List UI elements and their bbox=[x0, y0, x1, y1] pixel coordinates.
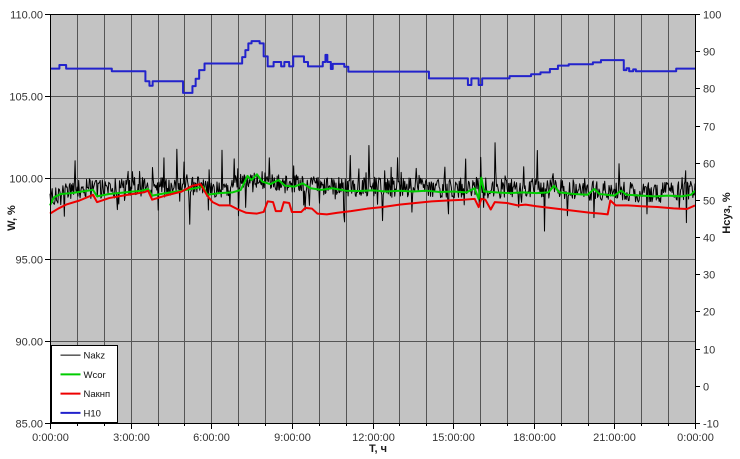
x-tick-label: 12:00:00 bbox=[352, 432, 395, 444]
legend-label-nakz: Nakz bbox=[84, 351, 106, 362]
x-axis-title: T, ч bbox=[369, 443, 387, 455]
y-right-tick-label: 50 bbox=[703, 196, 715, 208]
y-right-tick-label: 80 bbox=[703, 84, 715, 96]
x-tick-label: 0:00:00 bbox=[32, 432, 69, 444]
series-line-h10 bbox=[50, 40, 695, 94]
y-axis-right-title: Нсуз, % bbox=[721, 192, 733, 234]
legend-item-h10: H10 bbox=[60, 408, 101, 419]
y-axis-left-title: W, % bbox=[6, 205, 18, 231]
y-right-tick-label: 60 bbox=[703, 159, 715, 171]
axis-layer: 110.00105.00100.0095.0090.0085.001009080… bbox=[9, 10, 721, 445]
series-line-nakz bbox=[49, 142, 696, 232]
x-tick-label: 6:00:00 bbox=[193, 432, 230, 444]
y-left-tick-label: 110.00 bbox=[10, 10, 43, 22]
legend: Nakz Wcor Nакнп H10 bbox=[51, 345, 118, 423]
y-right-tick-label: 10 bbox=[703, 345, 715, 357]
series-line-naknp bbox=[49, 183, 696, 216]
y-right-tick-label: 20 bbox=[703, 307, 715, 319]
legend-item-naknp: Nакнп bbox=[60, 389, 111, 400]
y-right-tick-label: 30 bbox=[703, 270, 715, 282]
y-left-tick-label: 90.00 bbox=[15, 337, 43, 349]
plot-background-layer bbox=[50, 14, 695, 423]
legend-item-nakz: Nakz bbox=[60, 351, 106, 362]
series-line-wcor bbox=[49, 173, 696, 206]
x-tick-label: 18:00:00 bbox=[513, 432, 556, 444]
x-tick-label: 0:00:00 bbox=[677, 432, 714, 444]
legend-item-wcor: Wcor bbox=[60, 370, 106, 381]
y-left-tick-label: 85.00 bbox=[15, 419, 43, 431]
y-left-tick-label: 100.00 bbox=[9, 174, 43, 186]
x-tick-label: 9:00:00 bbox=[274, 432, 311, 444]
legend-label-h10: H10 bbox=[84, 408, 101, 419]
legend-label-wcor: Wcor bbox=[84, 370, 106, 381]
x-tick-label: 3:00:00 bbox=[113, 432, 150, 444]
legend-label-naknp: Nакнп bbox=[84, 389, 111, 400]
y-right-tick-label: 100 bbox=[703, 10, 721, 22]
y-right-tick-label: -10 bbox=[703, 419, 719, 431]
plot-area bbox=[50, 14, 695, 423]
x-tick-label: 21:00:00 bbox=[593, 432, 636, 444]
x-tick-label: 15:00:00 bbox=[432, 432, 475, 444]
gridline-layer bbox=[50, 14, 695, 423]
y-right-tick-label: 90 bbox=[703, 47, 715, 59]
y-right-tick-label: 70 bbox=[703, 122, 715, 134]
y-right-tick-label: 40 bbox=[703, 233, 715, 245]
y-left-tick-label: 105.00 bbox=[9, 92, 43, 104]
y-left-tick-label: 95.00 bbox=[15, 255, 43, 267]
series-layer bbox=[49, 40, 696, 232]
legend-box bbox=[51, 345, 118, 423]
y-right-tick-label: 0 bbox=[703, 382, 709, 394]
